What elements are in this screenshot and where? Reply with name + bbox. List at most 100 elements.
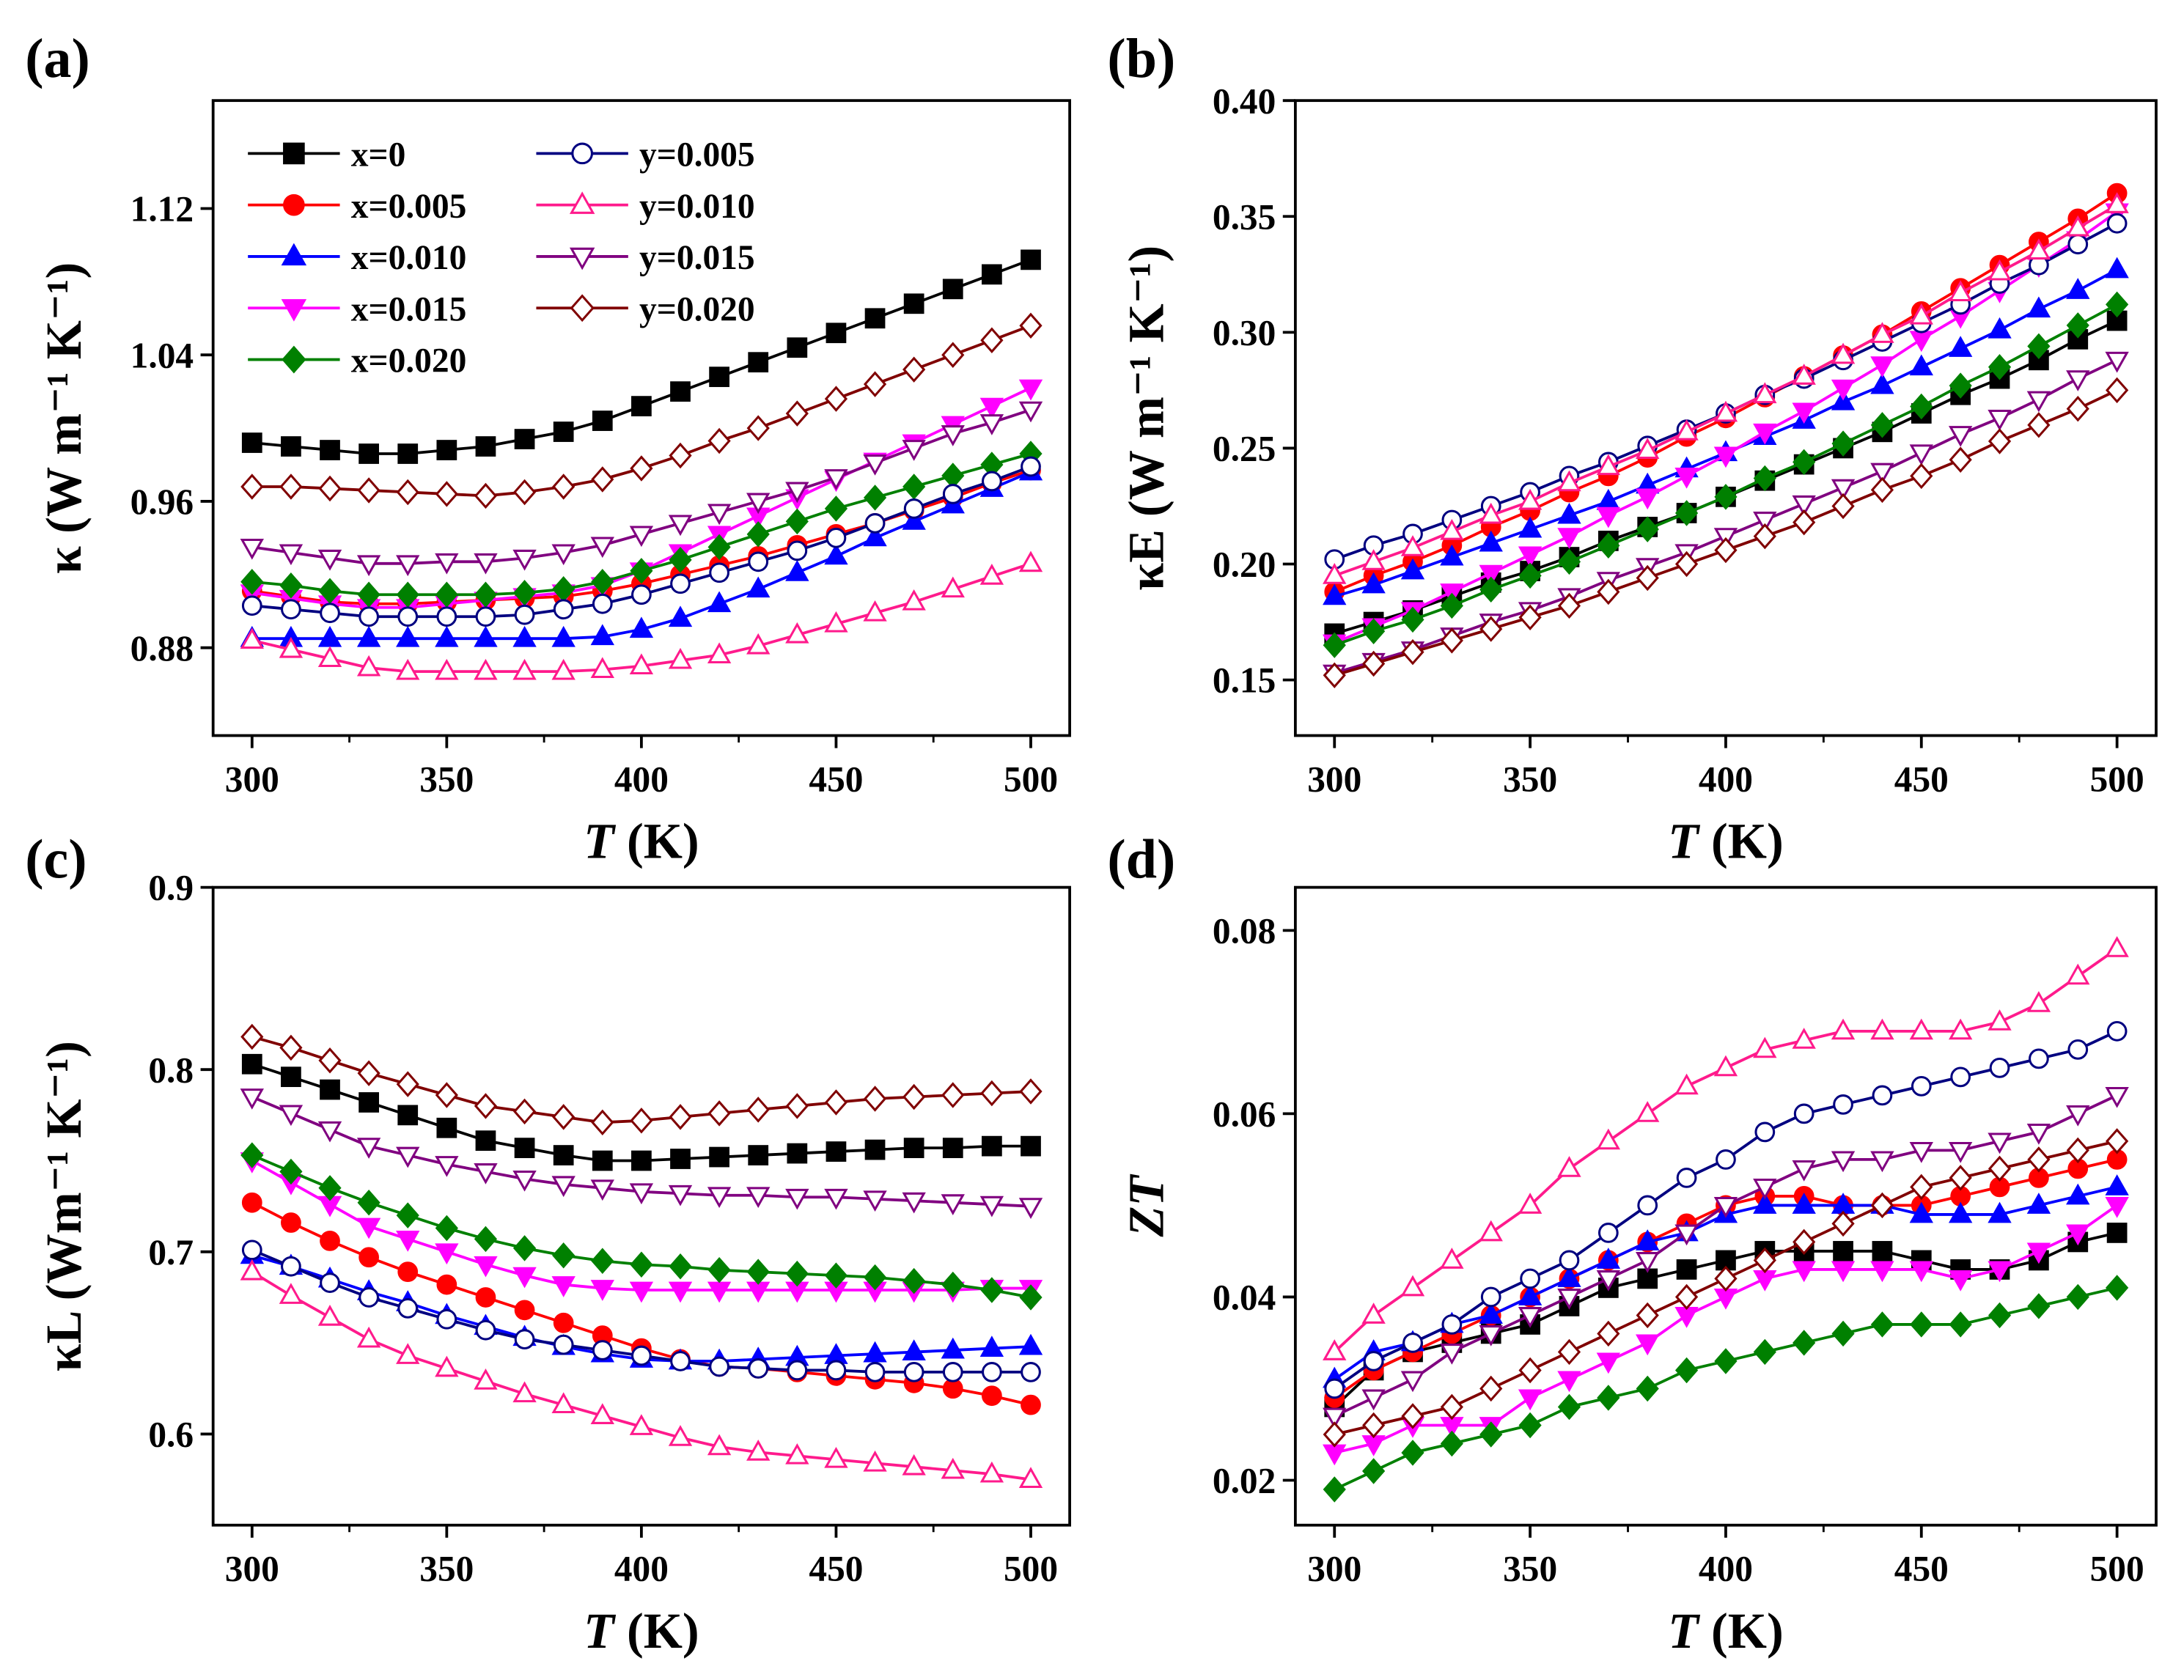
series-y-0.005 [241, 456, 1041, 627]
triangle-down-marker [317, 549, 342, 571]
diamond-marker [240, 474, 264, 500]
diamond-marker [785, 508, 809, 535]
square-marker [1833, 1241, 1853, 1261]
triangle-down-marker [2026, 1124, 2051, 1145]
diamond-marker [824, 1262, 848, 1289]
diamond-marker [1870, 1311, 1894, 1338]
triangle-up-marker [1518, 1284, 1543, 1305]
circle-marker [553, 1312, 574, 1333]
diamond-marker [1323, 662, 1346, 689]
triangle-down-marker [2066, 1105, 2090, 1127]
diamond-marker [2066, 312, 2089, 339]
square-marker [553, 1145, 574, 1165]
triangle-up-marker [1361, 549, 1386, 570]
diamond-marker [1019, 312, 1043, 339]
square-marker [670, 1149, 691, 1169]
triangle-up-marker [1518, 488, 1543, 510]
triangle-up-marker [279, 636, 304, 658]
square-marker [397, 443, 419, 464]
diamond-marker [1636, 564, 1659, 592]
square-marker [320, 1079, 340, 1100]
diamond-marker [707, 1256, 731, 1283]
circle-marker [436, 606, 457, 627]
triangle-up-marker [2026, 1193, 2051, 1214]
diamond-marker [1831, 493, 1855, 520]
triangle-up-marker [863, 1341, 887, 1363]
triangle-up-marker [1792, 364, 1816, 385]
triangle-down-marker [824, 469, 848, 490]
square-marker [514, 1138, 535, 1158]
square-marker [241, 432, 262, 453]
diamond-marker [1910, 393, 1933, 420]
triangle-down-marker [1870, 356, 1894, 377]
diamond-marker [1714, 537, 1738, 564]
triangle-down-marker [1018, 379, 1043, 401]
circle-marker [787, 1360, 808, 1381]
diamond-marker [1793, 1330, 1816, 1356]
triangle-up-marker [2105, 936, 2129, 957]
diamond-marker [1753, 523, 1776, 550]
triangle-up-marker [902, 1454, 926, 1475]
square-marker [631, 396, 652, 416]
y-tick-label: 0.96 [130, 482, 194, 522]
triangle-up-marker [1479, 530, 1503, 552]
circle-marker [1402, 1333, 1423, 1353]
triangle-up-marker [474, 658, 498, 680]
triangle-down-marker [1909, 331, 1933, 353]
square-marker [475, 1130, 496, 1152]
triangle-down-marker [2066, 370, 2090, 391]
triangle-down-marker [1018, 401, 1043, 423]
circle-marker [1637, 1195, 1658, 1216]
triangle-up-marker [941, 1337, 965, 1359]
triangle-down-marker [1831, 1261, 1856, 1283]
triangle-down-marker [629, 1183, 654, 1205]
circle-marker [281, 1256, 301, 1277]
circle-marker [1597, 1223, 1619, 1243]
diamond-marker [863, 485, 887, 511]
diamond-marker [902, 474, 926, 500]
diamond-marker [980, 327, 1004, 353]
x-axis-label: T (K) [1668, 814, 1784, 869]
square-marker [709, 366, 729, 388]
triangle-up-marker [1440, 1248, 1464, 1269]
triangle-up-marker [240, 627, 264, 649]
diamond-marker [1597, 578, 1620, 605]
series-x-0.015 [1323, 1197, 2129, 1466]
triangle-up-marker [941, 576, 965, 598]
x-axis-units: (K) [614, 1603, 699, 1659]
y-axis-label: ZT [1118, 1174, 1174, 1238]
triangle-down-marker [668, 515, 693, 537]
diamond-marker [1870, 412, 1894, 438]
triangle-down-marker [1323, 1444, 1347, 1466]
triangle-up-marker [941, 1457, 965, 1479]
diamond-marker [669, 442, 692, 469]
series-x-0 [241, 1053, 1041, 1171]
triangle-down-marker [746, 1187, 771, 1209]
triangle-down-marker [1596, 1352, 1621, 1374]
triangle-down-marker [1753, 512, 1777, 533]
panel-a: (a) 300 350 400 450 500 0.88 0.96 1.04 1.12 T (K) κ… [25, 28, 1072, 869]
triangle-up-marker [2105, 257, 2129, 279]
diamond-marker [1479, 576, 1503, 603]
diamond-marker [630, 1108, 653, 1134]
diamond-marker [1323, 1421, 1346, 1448]
triangle-up-marker [707, 642, 732, 664]
triangle-up-marker [1792, 1193, 1816, 1214]
triangle-up-marker [668, 605, 693, 627]
triangle-up-marker [1988, 1009, 2012, 1031]
triangle-down-marker [474, 1256, 498, 1278]
diamond-marker [707, 427, 731, 454]
diamond-marker [902, 356, 926, 383]
triangle-down-marker [746, 1281, 771, 1303]
circle-marker [436, 1274, 457, 1295]
x-tick-label: 350 [1503, 1549, 1557, 1589]
diamond-marker [318, 578, 342, 605]
square-marker [709, 1146, 729, 1168]
circle-marker [1021, 1362, 1041, 1382]
circle-marker [2067, 234, 2089, 255]
y-tick-label: 0.7 [148, 1232, 194, 1272]
triangle-down-marker [902, 440, 926, 461]
circle-marker [241, 1239, 262, 1261]
diamond-marker [2027, 1146, 2051, 1173]
diamond-marker [1714, 1265, 1738, 1292]
